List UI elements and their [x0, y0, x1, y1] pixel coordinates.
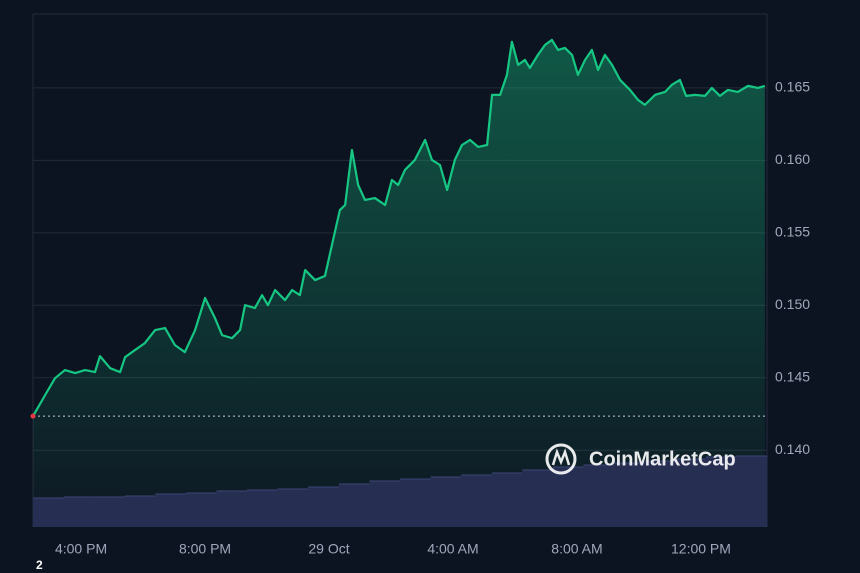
volume-bar — [216, 491, 248, 527]
watermark: CoinMarketCap — [545, 443, 736, 475]
volume-bar — [491, 473, 523, 527]
volume-bar — [369, 481, 401, 527]
x-tick-label: 8:00 PM — [179, 541, 231, 557]
corner-label: 2 — [36, 558, 43, 572]
y-tick-label: 0.150 — [775, 296, 810, 312]
volume-layer — [33, 455, 768, 527]
volume-bar — [63, 497, 95, 527]
volume-bar — [155, 494, 187, 527]
volume-bar — [124, 496, 156, 527]
price-line — [32, 38, 766, 417]
price-area — [33, 39, 765, 527]
volume-bar — [522, 470, 554, 527]
volume-bar — [614, 463, 646, 527]
y-tick-label: 0.145 — [775, 368, 810, 384]
y-tick-label: 0.140 — [775, 441, 810, 457]
volume-bar — [94, 497, 126, 527]
volume-bar — [705, 457, 737, 527]
volume-bar — [552, 467, 584, 527]
y-tick-label: 0.165 — [775, 79, 810, 95]
volume-bar — [644, 461, 676, 527]
x-tick-label: 4:00 PM — [55, 541, 107, 557]
volume-bar — [400, 479, 432, 527]
volume-bar — [338, 484, 370, 527]
volume-bar — [736, 456, 768, 527]
volume-bar — [277, 489, 309, 527]
x-tick-label: 8:00 AM — [551, 541, 602, 557]
x-tick-label: 4:00 AM — [427, 541, 478, 557]
y-tick-label: 0.160 — [775, 151, 810, 167]
line-layer — [30, 38, 767, 419]
volume-bar — [675, 459, 707, 527]
watermark-logo — [545, 443, 577, 475]
y-tick-label: 0.155 — [775, 224, 810, 240]
volume-bar — [185, 493, 217, 527]
volume-bar — [247, 490, 279, 527]
watermark-text: CoinMarketCap — [589, 448, 736, 470]
start-point — [30, 413, 36, 419]
volume-bar — [308, 487, 340, 527]
volume-bar — [33, 498, 65, 527]
x-tick-label: 12:00 PM — [671, 541, 731, 557]
volume-bar — [583, 465, 615, 527]
x-tick-label: 29 Oct — [308, 541, 349, 557]
volume-bar — [461, 475, 493, 527]
watermark-logo — [551, 448, 571, 466]
area-layer — [33, 39, 765, 527]
volume-bar — [430, 477, 462, 527]
